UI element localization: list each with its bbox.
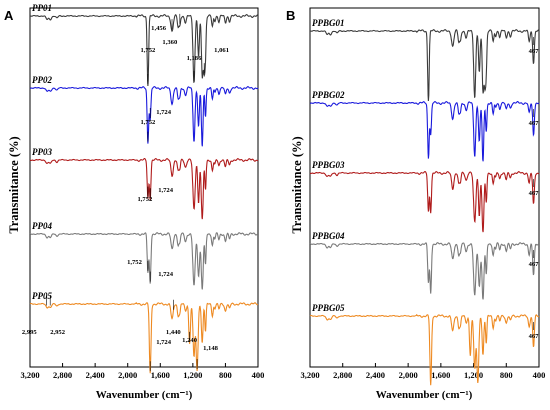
series-line — [309, 313, 540, 386]
series-name-label: PP01 — [32, 3, 52, 13]
annotation-label: 467 — [529, 120, 540, 127]
panel-b-x-ticks: 3,200 2,800 2,400 2,000 1,600 1,200 800 400 — [300, 363, 545, 380]
annotation-label: 1,440 — [166, 329, 182, 336]
x-tick-label: 2,400 — [366, 370, 385, 380]
annotation-label: 1,148 — [203, 345, 219, 352]
annotation-label: 1,186 — [187, 55, 203, 62]
x-tick-label: 1,600 — [151, 370, 170, 380]
series-line — [29, 301, 259, 374]
annotation-label: 1,724 — [156, 339, 172, 346]
x-tick-label: 400 — [533, 370, 546, 380]
x-tick-label: 1,200 — [183, 370, 202, 380]
x-tick-label: 1,600 — [431, 370, 450, 380]
series-line — [309, 170, 540, 233]
series-name-label: PP04 — [32, 221, 52, 231]
x-tick-label: 800 — [500, 370, 513, 380]
series-line — [309, 242, 539, 300]
annotation-label: 1,240 — [182, 337, 198, 344]
panel-a-x-ticks: 3,200 2,800 2,400 2,000 1,600 1,200 800 400 — [20, 363, 264, 380]
series-name-label: PPBG03 — [312, 160, 345, 170]
annotation-label: 467 — [529, 48, 540, 55]
series-name-label: PPBG05 — [312, 303, 345, 313]
series-line — [29, 85, 259, 147]
panel-a-letter: A — [4, 8, 14, 23]
x-tick-label: 800 — [219, 370, 232, 380]
panel-b: B Transmitance (%) 3,200 2,800 2,400 2,000 1… — [286, 7, 545, 401]
annotation-label: 1,724 — [158, 271, 174, 278]
annotation-label: 1,360 — [162, 39, 178, 46]
annotation-label: 1,752 — [127, 259, 143, 266]
panel-b-y-axis-label: Transmitance (%) — [290, 136, 304, 233]
x-tick-label: 2,400 — [86, 370, 105, 380]
x-tick-label: 2,800 — [333, 370, 352, 380]
series-name-label: PP05 — [32, 291, 52, 301]
panel-a-series: PP011,4561,3601,7521,1861,061PP021,7241,… — [22, 3, 259, 374]
panel-b-x-axis-label: Wavenumber (cm⁻¹) — [376, 389, 473, 401]
x-tick-label: 2,800 — [53, 370, 72, 380]
panel-a-x-axis-label: Wavenumber (cm⁻¹) — [96, 389, 193, 401]
x-tick-label: 400 — [252, 370, 265, 380]
panel-b-letter: B — [286, 8, 295, 23]
series-name-label: PPBG04 — [312, 231, 345, 241]
series-name-label: PPBG01 — [312, 18, 345, 28]
series-line — [309, 100, 540, 162]
annotation-label: 1,752 — [140, 47, 156, 54]
series-line — [310, 28, 540, 102]
panel-a: A Transmitance (%) 3,200 2,800 2,400 2,000 1… — [4, 3, 264, 401]
series-line — [30, 13, 259, 87]
annotation-label: 1,456 — [151, 25, 167, 32]
annotation-label: 467 — [529, 261, 540, 268]
series-line — [29, 232, 258, 290]
x-tick-label: 1,200 — [464, 370, 483, 380]
panel-b-series: PPBG01 467 PPBG02 467 PPBG03 467 PPBG04 467 PPBG… — [309, 18, 540, 386]
annotation-label: 1,061 — [214, 47, 229, 54]
panel-a-y-axis-label: Transmitance (%) — [7, 136, 21, 233]
annotation-label: 1,752 — [140, 119, 156, 126]
annotation-label: 2,995 — [22, 329, 38, 336]
annotation-label: 467 — [529, 333, 540, 340]
annotation-label: 2,952 — [50, 329, 66, 336]
series-name-label: PP03 — [32, 147, 52, 157]
annotation-label: 467 — [529, 190, 540, 197]
x-tick-label: 3,200 — [20, 370, 39, 380]
series-name-label: PPBG02 — [312, 90, 345, 100]
annotation-label: 1,752 — [137, 196, 153, 203]
annotation-label: 1,724 — [158, 187, 174, 194]
series-line — [29, 157, 259, 220]
x-tick-label: 3,200 — [300, 370, 319, 380]
series-name-label: PP02 — [32, 75, 52, 85]
panel-b-frame — [309, 7, 540, 368]
panel-a-frame — [29, 7, 259, 368]
annotation-label: 1,724 — [156, 109, 172, 116]
x-tick-label: 2,000 — [399, 370, 418, 380]
x-tick-label: 2,000 — [118, 370, 137, 380]
